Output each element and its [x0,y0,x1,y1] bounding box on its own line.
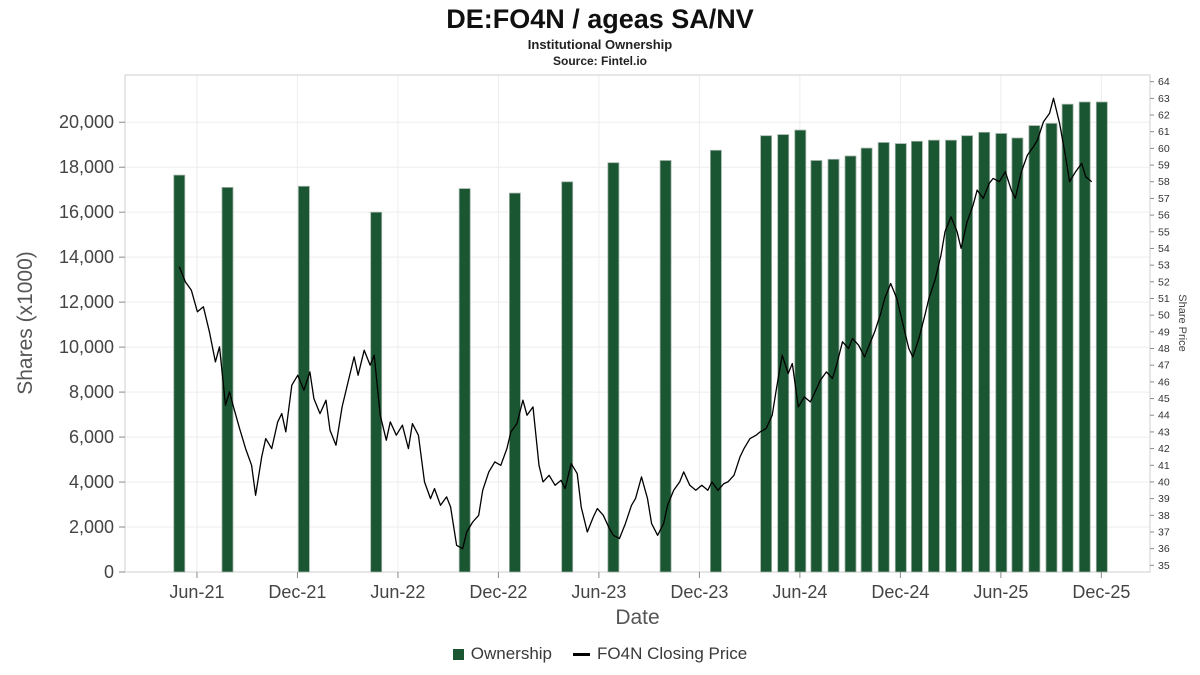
x-tick-label: Jun-24 [772,582,827,602]
y-right-tick-label: 59 [1158,160,1170,172]
ownership-bar [1028,125,1041,573]
plot-border [124,74,1151,573]
y-right-tick-label: 62 [1158,110,1170,122]
ownership-bar [1061,103,1074,573]
ownership-bar [844,155,857,573]
y-right-tick-label: 43 [1158,426,1170,438]
price-legend-label: FO4N Closing Price [597,644,748,663]
ownership-bar [607,162,620,573]
y-left-tick-label: 16,000 [59,202,114,222]
price-line [178,97,1093,550]
y-left-tick-label: 14,000 [59,247,114,267]
x-tick-label: Jun-21 [169,582,224,602]
x-tick-label: Dec-22 [469,582,527,602]
chart-source: Source: Fintel.io [552,54,647,68]
y-right-tick-label: 64 [1158,76,1170,88]
ownership-bar [978,131,991,573]
y-right-tick-label: 54 [1158,243,1170,255]
y-left-tick-label: 10,000 [59,337,114,357]
ownership-bar [1011,137,1024,573]
ownership-bar [760,135,772,573]
y-right-tick-label: 49 [1158,326,1170,338]
y-right-tick-label: 57 [1158,193,1170,205]
y-right-tick-label: 50 [1158,310,1170,322]
x-tick-label: Jun-23 [571,582,626,602]
y-right-tick-label: 35 [1158,560,1170,572]
y-right-tick-label: 45 [1158,393,1170,405]
y-right-tick-label: 37 [1158,526,1170,538]
ownership-bar [995,133,1008,573]
ownership-bar [777,134,790,573]
ownership-bar [458,188,471,573]
ownership-bar [370,211,383,573]
y-right-tick-label: 41 [1158,460,1170,472]
ownership-bar [173,174,186,573]
y-right-tick-label: 58 [1158,176,1170,188]
ownership-bar [827,158,840,573]
y-right-tick-label: 36 [1158,543,1170,555]
x-axis-title: Date [615,606,660,629]
ownership-bar [1045,123,1058,573]
ownership-bar [945,139,957,573]
x-tick-label: Dec-21 [268,582,326,602]
y-right-tick-label: 56 [1158,210,1170,222]
ownership-bar [659,160,672,573]
y-left-tick-label: 6,000 [69,427,114,447]
ownership-legend-label: Ownership [470,644,553,663]
ownership-bar [877,142,890,573]
ownership-bar [561,181,574,573]
y-left-tick-label: 20,000 [59,112,114,132]
ownership-bar [508,192,521,573]
ownership-bar [1095,101,1108,573]
y-right-tick-label: 51 [1158,293,1170,305]
y-right-tick-label: 53 [1158,260,1170,272]
y-right-tick-label: 47 [1158,360,1170,372]
y-right-tick-label: 60 [1158,143,1170,155]
ownership-bar [810,160,823,573]
y-right-tick-label: 48 [1158,343,1170,355]
ownership-bar [794,129,807,573]
y-left-tick-label: 4,000 [69,472,114,492]
ownership-legend-swatch [452,648,464,660]
ownership-bar [297,185,310,573]
ownership-bar [1078,101,1091,573]
y-axis-title-left: Shares (x1000) [14,251,37,395]
legend: Ownership FO4N Closing Price [0,644,1200,664]
y-right-tick-label: 61 [1158,126,1170,138]
y-right-tick-label: 52 [1158,276,1170,288]
ownership-bar [894,143,907,573]
y-right-tick-label: 44 [1158,410,1170,422]
ownership-bar [860,147,873,573]
x-tick-label: Jun-25 [973,582,1028,602]
x-tick-label: Dec-25 [1072,582,1130,602]
x-tick-label: Dec-23 [670,582,728,602]
y-right-tick-label: 38 [1158,510,1170,522]
y-left-tick-label: 18,000 [59,157,114,177]
y-axis-title-right: Share Price [1176,294,1188,352]
ownership-bar [911,140,923,573]
chart-subtitle: Institutional Ownership [527,37,673,52]
y-left-tick-label: 8,000 [69,382,114,402]
y-left-tick-label: 2,000 [69,517,114,537]
chart-title: DE:FO4N / ageas SA/NV [446,4,754,34]
ownership-bar [221,186,234,573]
y-right-tick-label: 46 [1158,376,1170,388]
ownership-bar [961,135,973,573]
y-right-tick-label: 40 [1158,476,1170,488]
y-right-tick-label: 39 [1158,493,1170,505]
y-right-tick-label: 63 [1158,93,1170,105]
y-right-tick-label: 42 [1158,443,1170,455]
x-tick-label: Jun-22 [370,582,425,602]
x-tick-label: Dec-24 [871,582,929,602]
ownership-bar [928,139,940,573]
y-right-tick-label: 55 [1158,226,1170,238]
y-left-tick-label: 12,000 [59,292,114,312]
price-line-legend-swatch [573,652,591,656]
ownership-bar [710,149,722,573]
y-left-tick-label: 0 [104,562,114,582]
